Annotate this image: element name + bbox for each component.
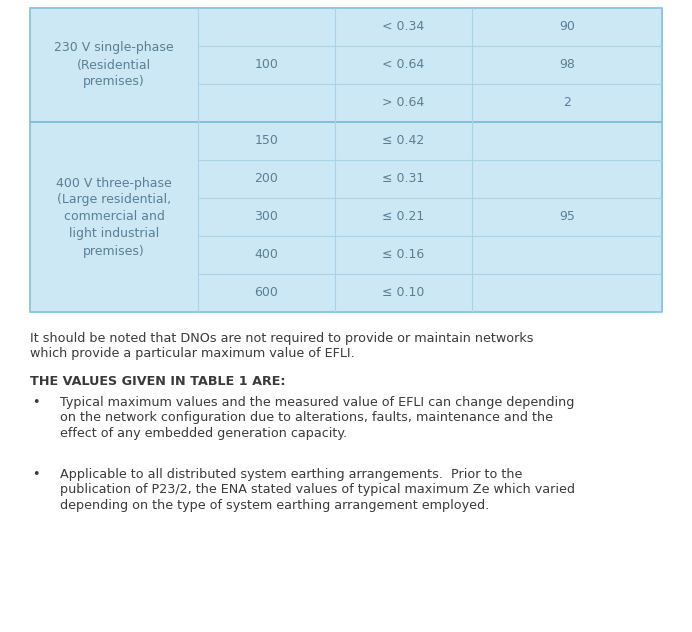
Text: 400: 400 xyxy=(255,248,278,262)
Text: 98: 98 xyxy=(559,59,575,71)
Text: 400 V three-phase
(Large residential,
commercial and
light industrial
premises): 400 V three-phase (Large residential, co… xyxy=(56,176,172,257)
Text: ≤ 0.42: ≤ 0.42 xyxy=(383,135,425,147)
Text: 600: 600 xyxy=(255,286,278,300)
Text: 230 V single-phase
(Residential
premises): 230 V single-phase (Residential premises… xyxy=(54,42,174,88)
Text: < 0.64: < 0.64 xyxy=(383,59,425,71)
Bar xyxy=(30,8,662,312)
Text: ≤ 0.10: ≤ 0.10 xyxy=(382,286,425,300)
Text: ≤ 0.21: ≤ 0.21 xyxy=(383,210,425,224)
Text: It should be noted that DNOs are not required to provide or maintain networks: It should be noted that DNOs are not req… xyxy=(30,332,534,345)
Text: 150: 150 xyxy=(255,135,278,147)
Text: > 0.64: > 0.64 xyxy=(383,97,425,109)
Text: 200: 200 xyxy=(255,173,278,186)
Text: 300: 300 xyxy=(255,210,278,224)
Text: ≤ 0.31: ≤ 0.31 xyxy=(383,173,425,186)
Text: THE VALUES GIVEN IN TABLE 1 ARE:: THE VALUES GIVEN IN TABLE 1 ARE: xyxy=(30,375,286,388)
Text: Applicable to all distributed system earthing arrangements.  Prior to the: Applicable to all distributed system ear… xyxy=(60,468,522,481)
Text: publication of P23/2, the ENA stated values of typical maximum Ze which varied: publication of P23/2, the ENA stated val… xyxy=(60,483,575,497)
Text: ≤ 0.16: ≤ 0.16 xyxy=(383,248,425,262)
Text: on the network configuration due to alterations, faults, maintenance and the: on the network configuration due to alte… xyxy=(60,411,553,425)
Text: depending on the type of system earthing arrangement employed.: depending on the type of system earthing… xyxy=(60,499,489,512)
Text: •: • xyxy=(32,396,39,409)
Text: 100: 100 xyxy=(255,59,278,71)
Text: 2: 2 xyxy=(563,97,571,109)
Text: •: • xyxy=(32,468,39,481)
Text: Typical maximum values and the measured value of EFLI can change depending: Typical maximum values and the measured … xyxy=(60,396,574,409)
Text: 90: 90 xyxy=(559,20,575,33)
Text: < 0.34: < 0.34 xyxy=(383,20,425,33)
Text: effect of any embedded generation capacity.: effect of any embedded generation capaci… xyxy=(60,427,347,440)
Text: 95: 95 xyxy=(559,210,575,224)
Text: which provide a particular maximum value of EFLI.: which provide a particular maximum value… xyxy=(30,348,355,360)
